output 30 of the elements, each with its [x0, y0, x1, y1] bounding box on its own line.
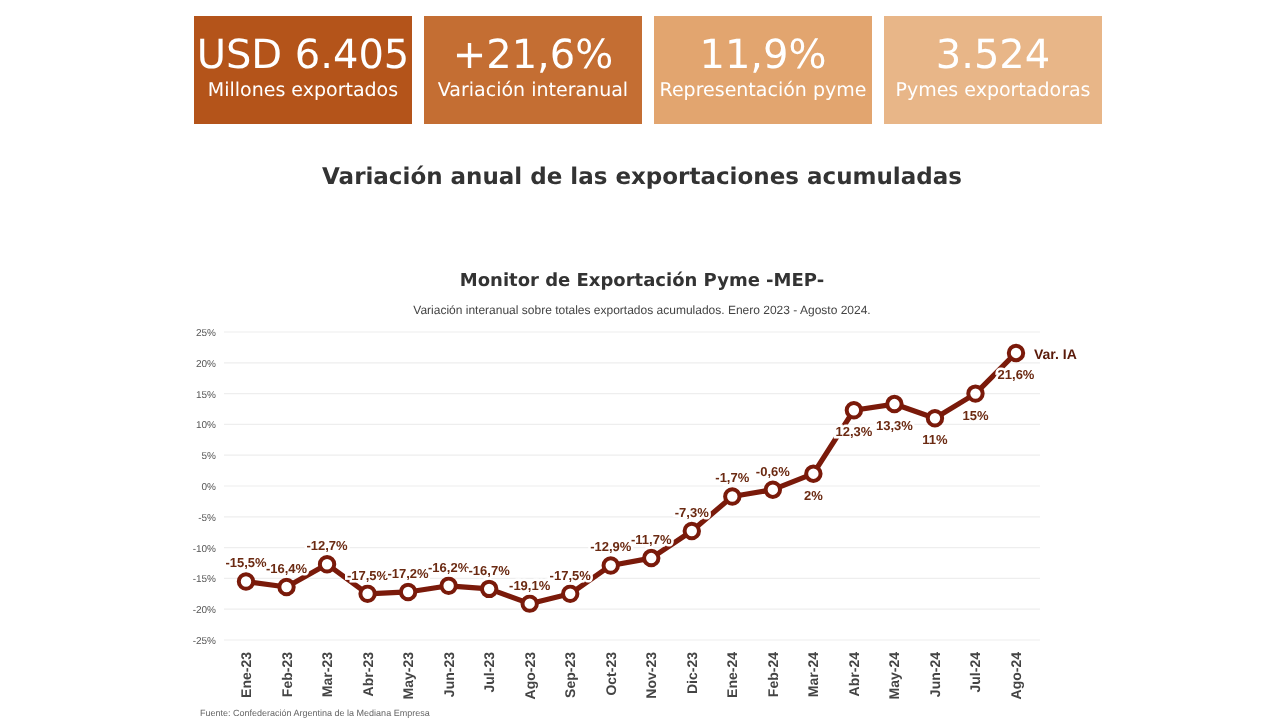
point [723, 487, 742, 506]
point [966, 384, 985, 403]
point [804, 464, 823, 483]
point [601, 556, 620, 575]
text: 11,9% [699, 30, 827, 78]
point [642, 548, 661, 568]
point [317, 555, 337, 574]
point [561, 584, 580, 603]
text: Variación interanual [437, 80, 629, 102]
point [682, 521, 701, 541]
text: Pymes exportadoras [895, 80, 1091, 102]
point [479, 579, 499, 599]
point [925, 409, 945, 428]
chart-title: Variación anual de las exportaciones acumuladas [322, 162, 963, 190]
point [277, 577, 296, 597]
text: 3.524 [935, 30, 1051, 78]
point [1006, 343, 1026, 363]
chart-subtitle: Monitor de Exportación Pyme -MEP- [459, 270, 825, 292]
point [398, 582, 418, 602]
text: +21,6% [452, 30, 614, 78]
point [763, 480, 783, 499]
point [439, 576, 458, 595]
point [844, 401, 864, 420]
point [358, 584, 377, 603]
text: Representación pyme [659, 80, 867, 102]
text: USD 6.405 [196, 30, 410, 78]
text: Millones exportados [207, 80, 399, 102]
point [236, 572, 256, 591]
point [520, 594, 539, 613]
point [885, 394, 904, 414]
